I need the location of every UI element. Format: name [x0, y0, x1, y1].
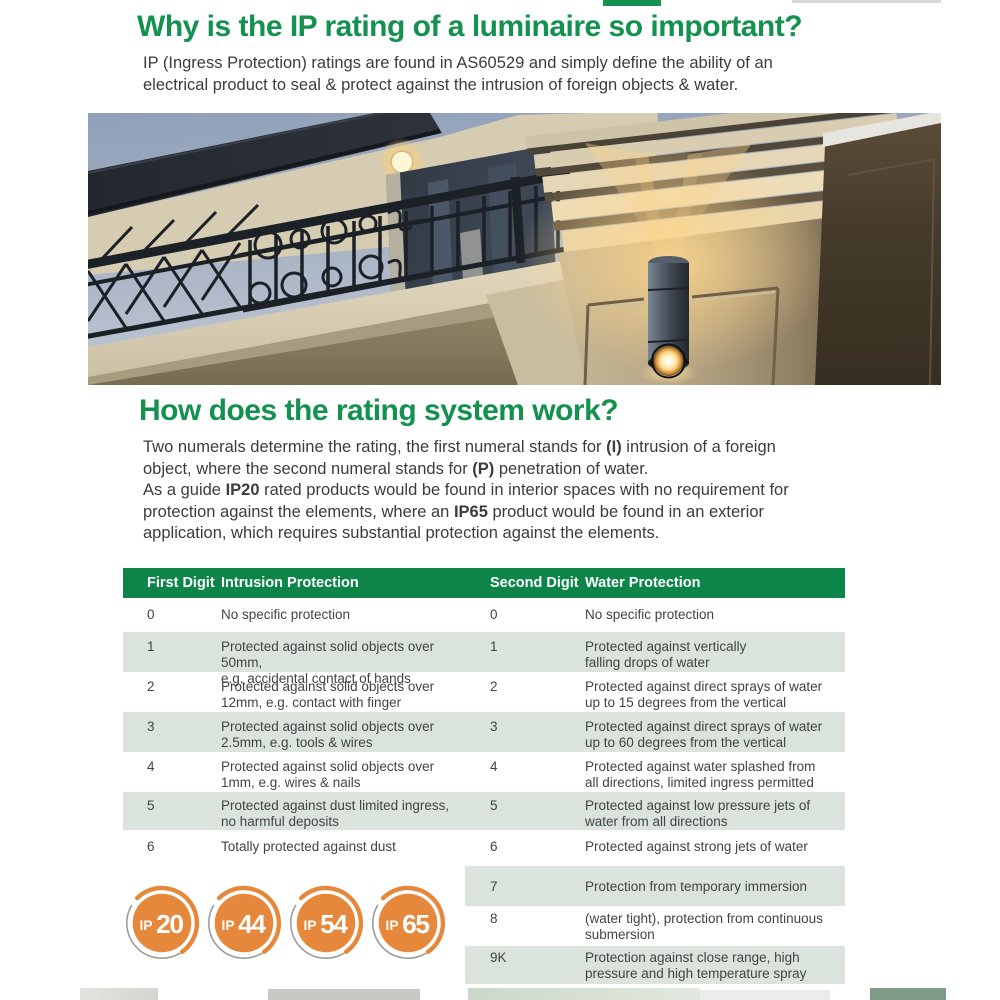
- second-digit-value: 7: [490, 879, 498, 894]
- intrusion-protection-value: Totally protected against dust: [221, 839, 396, 854]
- badge-digits: 20: [156, 909, 183, 939]
- section-title-rating-system: How does the rating system work?: [139, 394, 619, 427]
- water-protection-value: Protected against low pressure jets of w…: [585, 798, 811, 829]
- header-first-digit: First Digit: [147, 575, 215, 591]
- table-row: 1 Protected against solid objects over 5…: [123, 632, 845, 686]
- wall-light-cylinder: [638, 256, 699, 385]
- second-digit-value: 3: [490, 719, 498, 734]
- table-row: 7 Protection from temporary immersion: [465, 866, 845, 906]
- badge-prefix: IP: [386, 918, 399, 933]
- badge-digits: 65: [402, 909, 429, 939]
- crop-artifact-bottom-2: [268, 989, 420, 1000]
- badge-gray-arc: [126, 904, 181, 959]
- badge-digits: 54: [320, 909, 348, 939]
- table-row: 6 Totally protected against dust 6 Prote…: [123, 830, 845, 866]
- badge-orange-arc: [216, 885, 282, 954]
- water-protection-value: Protection from temporary immersion: [585, 879, 808, 894]
- first-digit-value: 2: [147, 679, 155, 694]
- water-protection-value: Protected against direct sprays of water…: [585, 719, 823, 750]
- crop-artifact-bottom-5: [870, 988, 946, 1000]
- intrusion-protection-value: Protected against dust limited ingress, …: [221, 798, 450, 829]
- column-panel-grooves: [583, 286, 780, 385]
- second-digit-value: 1: [490, 639, 498, 654]
- intrusion-protection-value: No specific protection: [221, 607, 351, 622]
- uplight-beam: [585, 143, 752, 263]
- header-water-protection: Water Protection: [585, 575, 701, 591]
- second-digit-value: 4: [490, 759, 498, 774]
- badge-orange-arc: [298, 885, 364, 954]
- first-digit-value: 3: [147, 719, 155, 734]
- second-digit-value: 2: [490, 679, 498, 694]
- badge-prefix: IP: [140, 918, 153, 933]
- water-protection-value: Protected against direct sprays of water…: [585, 679, 823, 710]
- water-protection-value: Protected against water splashed from al…: [585, 759, 816, 790]
- ip54-badge: IP 54: [290, 885, 364, 959]
- badge-orange-arc: [380, 885, 446, 954]
- intrusion-protection-value: Protected against solid objects over 2.5…: [221, 719, 435, 750]
- second-digit-value: 9K: [490, 950, 507, 965]
- second-digit-value: 6: [490, 839, 498, 854]
- first-digit-value: 5: [147, 798, 155, 813]
- crop-artifact-top-gray: [792, 0, 941, 3]
- table-row: 2 Protected against solid objects over 1…: [123, 672, 845, 712]
- ip65-badge: IP 65: [372, 885, 446, 959]
- water-protection-extra-rows: 7 Protection from temporary immersion 8 …: [465, 866, 845, 984]
- table-row: 3 Protected against solid objects over 2…: [123, 712, 845, 752]
- first-digit-value: 1: [147, 639, 155, 654]
- water-protection-value: Protected against strong jets of water: [585, 839, 808, 854]
- crop-artifact-bottom-4: [700, 990, 830, 1000]
- right-wall: [815, 113, 941, 385]
- table-row: 5 Protected against dust limited ingress…: [123, 792, 845, 830]
- intrusion-protection-value: Protected against solid objects over 12m…: [221, 679, 435, 710]
- intrusion-protection-value: Protected against solid objects over 50m…: [221, 639, 435, 686]
- water-protection-value: Protected against vertically falling dro…: [585, 639, 747, 670]
- badge-prefix: IP: [222, 918, 235, 933]
- table-row: 9K Protection against close range, high …: [465, 946, 845, 984]
- balcony-ledge: [88, 255, 628, 385]
- intro-paragraph: IP (Ingress Protection) ratings are foun…: [143, 54, 773, 94]
- water-protection-value: Protection against close range, high pre…: [585, 950, 807, 981]
- first-digit-value: 4: [147, 759, 155, 774]
- first-digit-value: 6: [147, 839, 155, 854]
- table-row: 0 No specific protection 0 No specific p…: [123, 598, 845, 632]
- balcony-railing: [88, 168, 589, 339]
- water-protection-value: (water tight), protection from continuou…: [585, 911, 823, 942]
- rating-system-paragraph: Two numerals determine the rating, the f…: [143, 438, 789, 542]
- page-title: Why is the IP rating of a luminaire so i…: [137, 10, 803, 43]
- intrusion-protection-value: Protected against solid objects over 1mm…: [221, 759, 435, 790]
- badge-prefix: IP: [304, 918, 317, 933]
- crop-artifact-bottom-3: [468, 988, 700, 1000]
- badge-digits: 44: [238, 909, 266, 939]
- ip20-badge: IP 20: [126, 885, 200, 959]
- badge-gray-arc: [290, 904, 345, 959]
- crop-artifact-bottom-1: [80, 988, 158, 1000]
- crop-artifact-top-green: [603, 0, 661, 6]
- badge-orange-arc: [134, 885, 200, 954]
- ip44-badge: IP 44: [208, 885, 282, 959]
- badge-gray-arc: [372, 904, 427, 959]
- badge-gray-arc: [208, 904, 263, 959]
- header-second-digit: Second Digit: [490, 575, 579, 591]
- second-digit-value: 5: [490, 798, 498, 813]
- table-header-row: First Digit Intrusion Protection Second …: [123, 568, 845, 598]
- first-digit-value: 0: [147, 607, 155, 622]
- header-intrusion-protection: Intrusion Protection: [221, 575, 359, 591]
- light-lens: [653, 346, 684, 376]
- second-digit-value: 0: [490, 607, 498, 622]
- hero-photo: [88, 113, 941, 385]
- water-protection-value: No specific protection: [585, 607, 715, 622]
- hero-photo-illustration: [88, 113, 941, 385]
- table-row: 4 Protected against solid objects over 1…: [123, 752, 845, 792]
- roof-eave: [88, 113, 442, 217]
- table-row: 8 (water tight), protection from continu…: [465, 906, 845, 946]
- second-digit-value: 8: [490, 911, 498, 926]
- ip-rating-table: First Digit Intrusion Protection Second …: [123, 568, 845, 866]
- ip-badges: IP 20 IP 44 IP 54 IP 65: [121, 882, 449, 964]
